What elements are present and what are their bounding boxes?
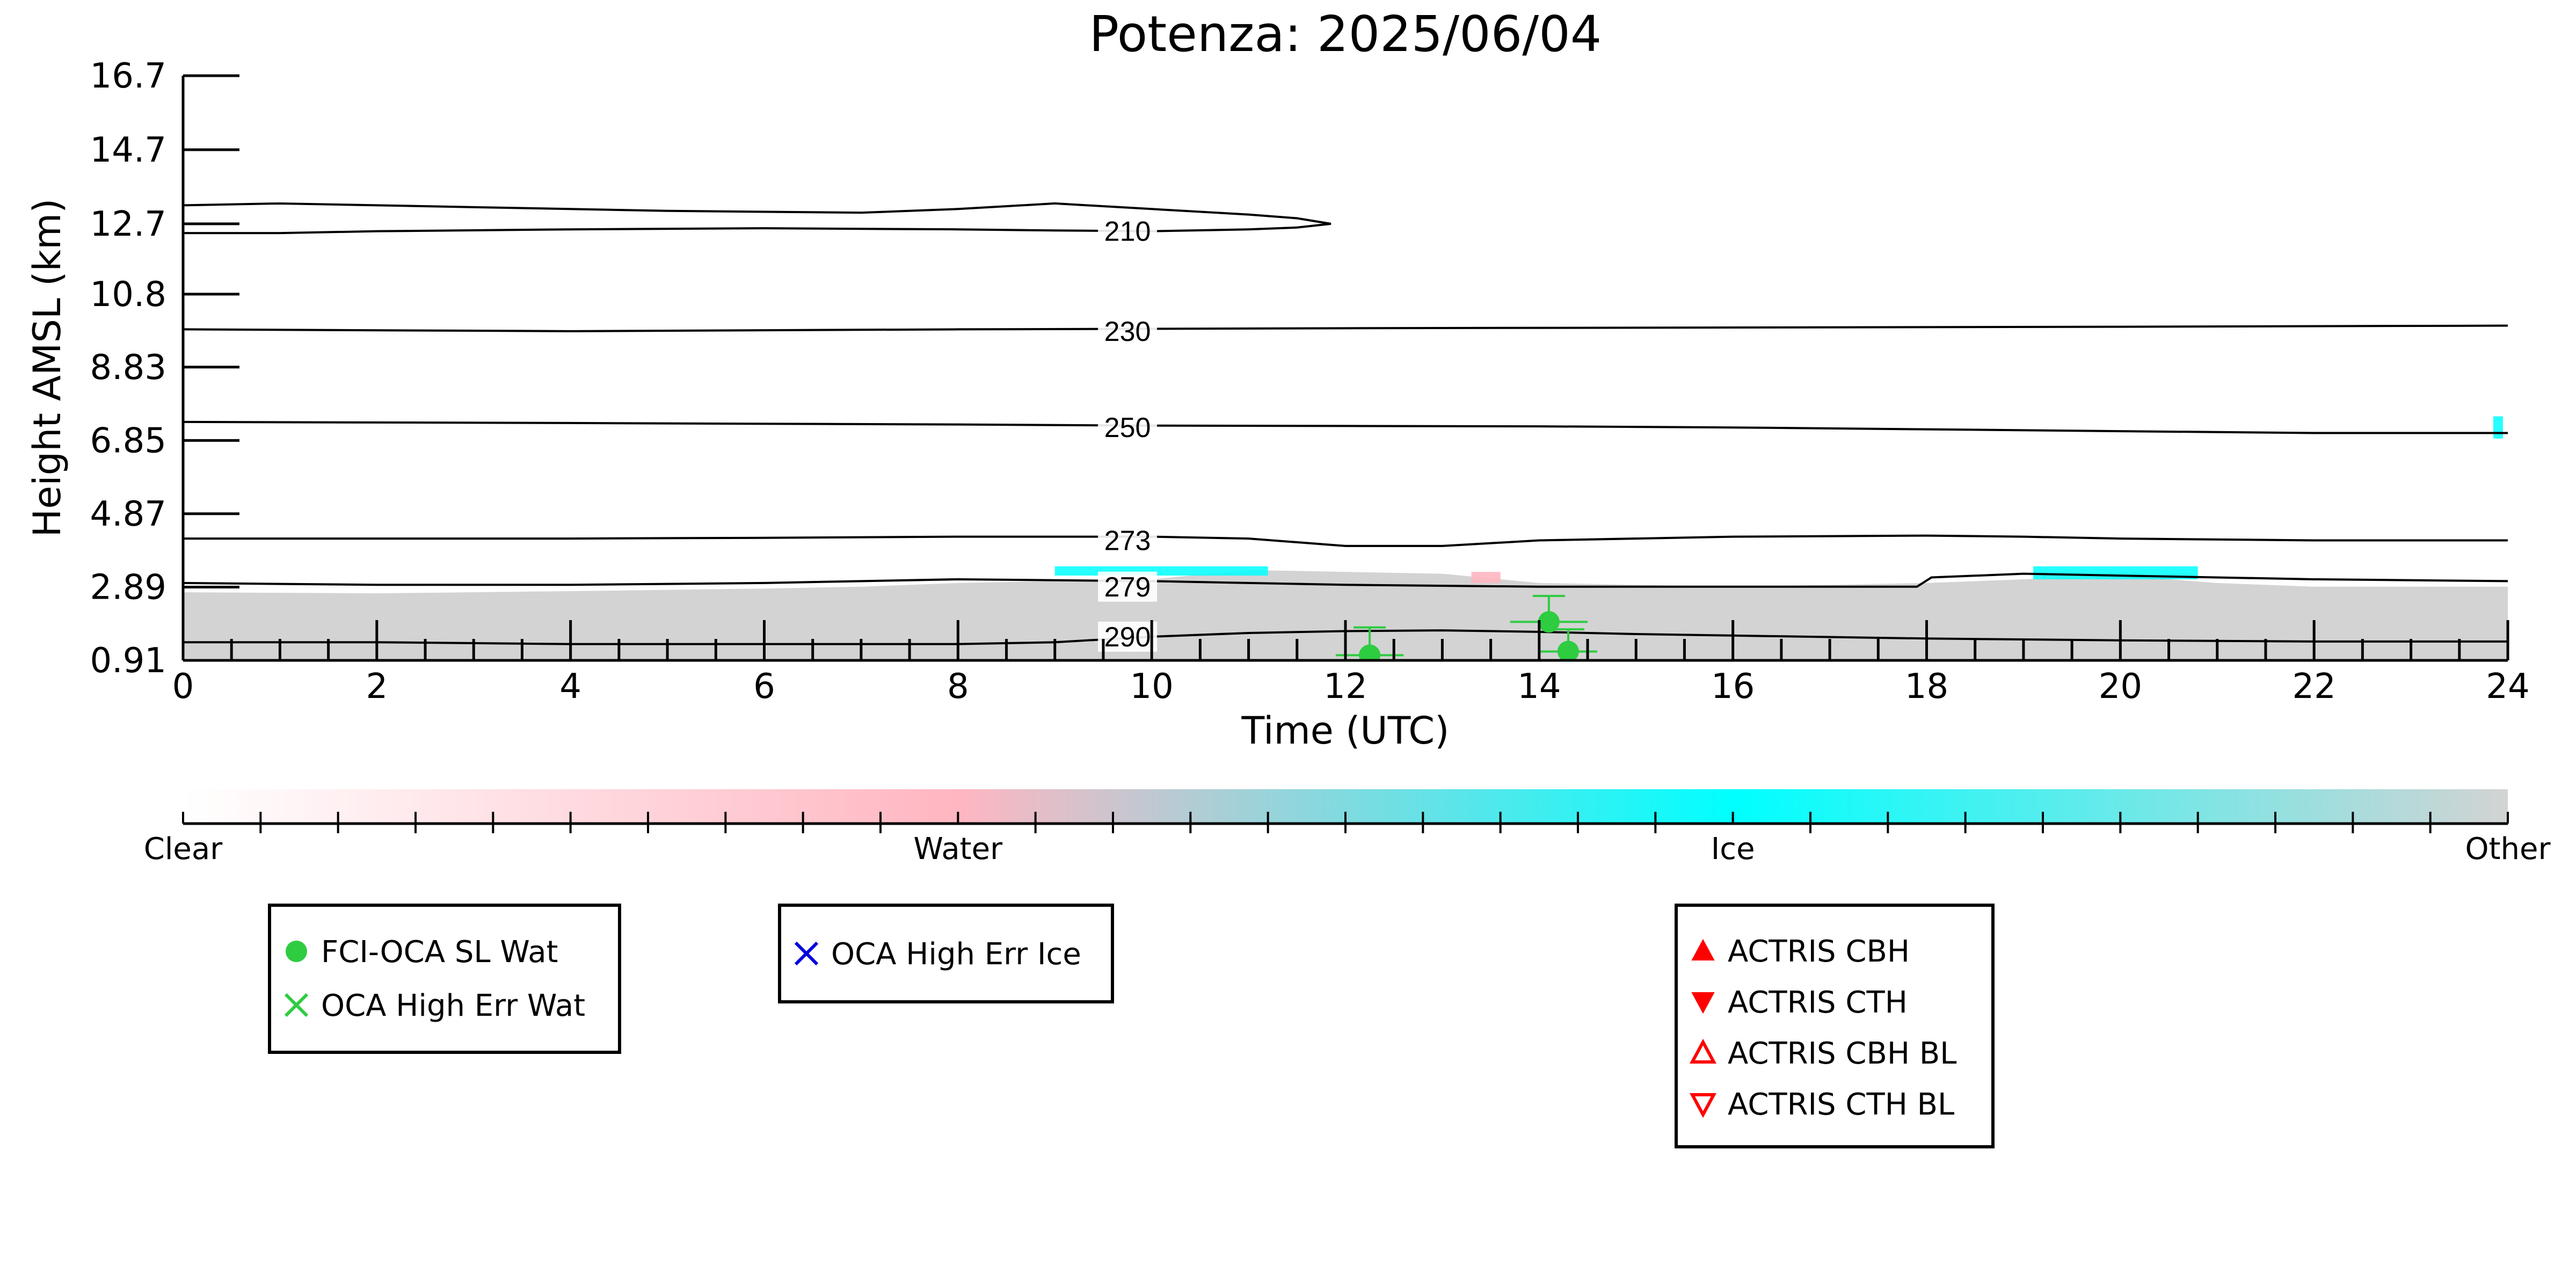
y-ticks: 0.91 2.89 4.87 6.85 8.83 10.8 12.7 14.7 16.7	[90, 56, 239, 681]
x-tick-label: 22	[2292, 667, 2335, 707]
legend-entry: FCI-OCA SL Wat	[286, 935, 558, 970]
legend-box-2: OCA High Err Ice	[778, 904, 1114, 1003]
contour-label-bg	[1098, 571, 1158, 602]
legend-entry-label: ACTRIS CTH	[1728, 985, 1908, 1020]
x-tick-label: 8	[947, 667, 969, 707]
contour-273	[183, 534, 2508, 547]
legend-x-marker	[794, 941, 819, 966]
contour-279	[183, 572, 2508, 588]
colorbar-label-clear: Clear	[144, 832, 223, 867]
colorbar-label-other: Other	[2465, 832, 2551, 867]
colorbar-ticks	[182, 812, 2509, 833]
x-tick-label: 12	[1323, 667, 1367, 707]
y-tick-label: 12.7	[90, 205, 167, 244]
legend-entry: ACTRIS CBH BL	[1689, 1036, 1956, 1071]
data-point	[1359, 644, 1381, 660]
ice-cloud-patch	[2493, 416, 2503, 439]
x-tick-label: 10	[1130, 667, 1173, 707]
x-tick-label: 20	[2099, 667, 2142, 707]
legend-entry-label: ACTRIS CTH BL	[1728, 1087, 1954, 1122]
legend-frame	[778, 904, 1114, 1003]
y-tick-label: 6.85	[90, 421, 167, 461]
y-tick-label: 2.89	[90, 567, 167, 607]
water-cloud-patch	[1471, 572, 1501, 583]
legend-box-1: FCI-OCA SL Wat OCA High Err Wat	[268, 904, 621, 1054]
legend-circle-marker	[286, 941, 307, 962]
legend-entry-label: FCI-OCA SL Wat	[321, 935, 558, 970]
data-markers	[1335, 594, 1598, 660]
contour-250	[183, 420, 2508, 434]
contour-230	[183, 324, 2508, 332]
legend-triangle-marker	[1691, 992, 1715, 1014]
colorbar-label-water: Water	[914, 832, 1003, 867]
x-axis-label: Time (UTC)	[1241, 709, 1450, 753]
chart-title: Potenza: 2025/06/04	[1089, 5, 1602, 63]
colorbar-labels: Clear Water Ice Other	[144, 832, 2551, 867]
y-tick-label: 16.7	[90, 56, 167, 96]
x-tick-label: 16	[1711, 667, 1755, 707]
x-tick-label: 0	[172, 667, 194, 707]
legend-triangle-marker	[1689, 1038, 1717, 1064]
contour-label-bg	[1098, 621, 1158, 652]
x-ticks: 0 2 4 6 8 10 12 14 16 18 20 22 24	[172, 620, 2530, 707]
colorbar-label-ice: Ice	[1711, 832, 1755, 867]
x-tick-label: 6	[753, 667, 775, 707]
contour-label-bg	[1098, 412, 1158, 443]
legend-x-marker	[284, 993, 309, 1017]
y-axis-label: Height AMSL (km)	[25, 199, 69, 537]
contour-label-273: 273	[1104, 526, 1151, 557]
plot-area	[183, 202, 2508, 660]
contour-label-bg	[1098, 316, 1158, 346]
legend-frame	[1675, 904, 1995, 1148]
x-tick-label: 24	[2486, 667, 2529, 707]
contour-label-210: 210	[1104, 216, 1151, 248]
x-tick-label: 4	[559, 667, 581, 707]
contour-label-279: 279	[1104, 572, 1151, 603]
legend-triangle-marker	[1691, 938, 1715, 960]
legend-entry: ACTRIS CTH	[1691, 985, 1908, 1020]
ice-cloud-patch	[1054, 566, 1268, 576]
x-tick-label: 14	[1517, 667, 1561, 707]
legend-entry-label: OCA High Err Ice	[831, 937, 1081, 972]
legend-frame	[268, 904, 621, 1054]
contour-label-250: 250	[1104, 412, 1151, 443]
legend-triangle-marker	[1689, 1093, 1717, 1118]
y-tick-label: 4.87	[90, 494, 167, 534]
legend-entry-label: ACTRIS CBH BL	[1728, 1036, 1956, 1071]
x-tick-label: 18	[1905, 667, 1948, 707]
data-point	[1557, 641, 1579, 660]
contour-210	[183, 202, 1331, 235]
y-tick-label: 14.7	[90, 130, 167, 170]
legend-entry: ACTRIS CTH BL	[1689, 1087, 1954, 1122]
x-tick-label: 2	[366, 667, 388, 707]
legend-entry-label: OCA High Err Wat	[321, 988, 585, 1023]
axes: 0 2 4 6 8 10 12 14 16 18 20 22 24 0.912.894.876.858.…	[90, 56, 2530, 707]
contour-label-290: 290	[1104, 622, 1151, 653]
legends: FCI-OCA SL Wat OCA High Err Wat OCA High E…	[268, 904, 1995, 1148]
y-tick-label: 0.91	[90, 641, 167, 681]
legend-entry: ACTRIS CBH	[1691, 934, 1910, 969]
contour-label-bg	[1098, 525, 1158, 556]
legend-entry-label: ACTRIS CBH	[1728, 934, 1910, 969]
y-tick-label: 10.8	[90, 275, 167, 315]
legend-entry: OCA High Err Wat	[284, 988, 585, 1023]
colorbar: Clear Water Ice Other	[144, 789, 2551, 867]
data-point	[1538, 611, 1560, 633]
temperature-contours	[183, 202, 2508, 645]
contour-label-bg	[1098, 216, 1158, 246]
contour-labels: 210 230 250 273 279 290	[1098, 216, 1158, 653]
contour-label-230: 230	[1104, 316, 1151, 347]
y-tick-label: 8.83	[90, 348, 167, 388]
legend-box-3: ACTRIS CBH ACTRIS CTH ACTRIS CBH BL ACTRIS …	[1675, 904, 1995, 1148]
legend-entry: OCA High Err Ice	[794, 937, 1081, 972]
